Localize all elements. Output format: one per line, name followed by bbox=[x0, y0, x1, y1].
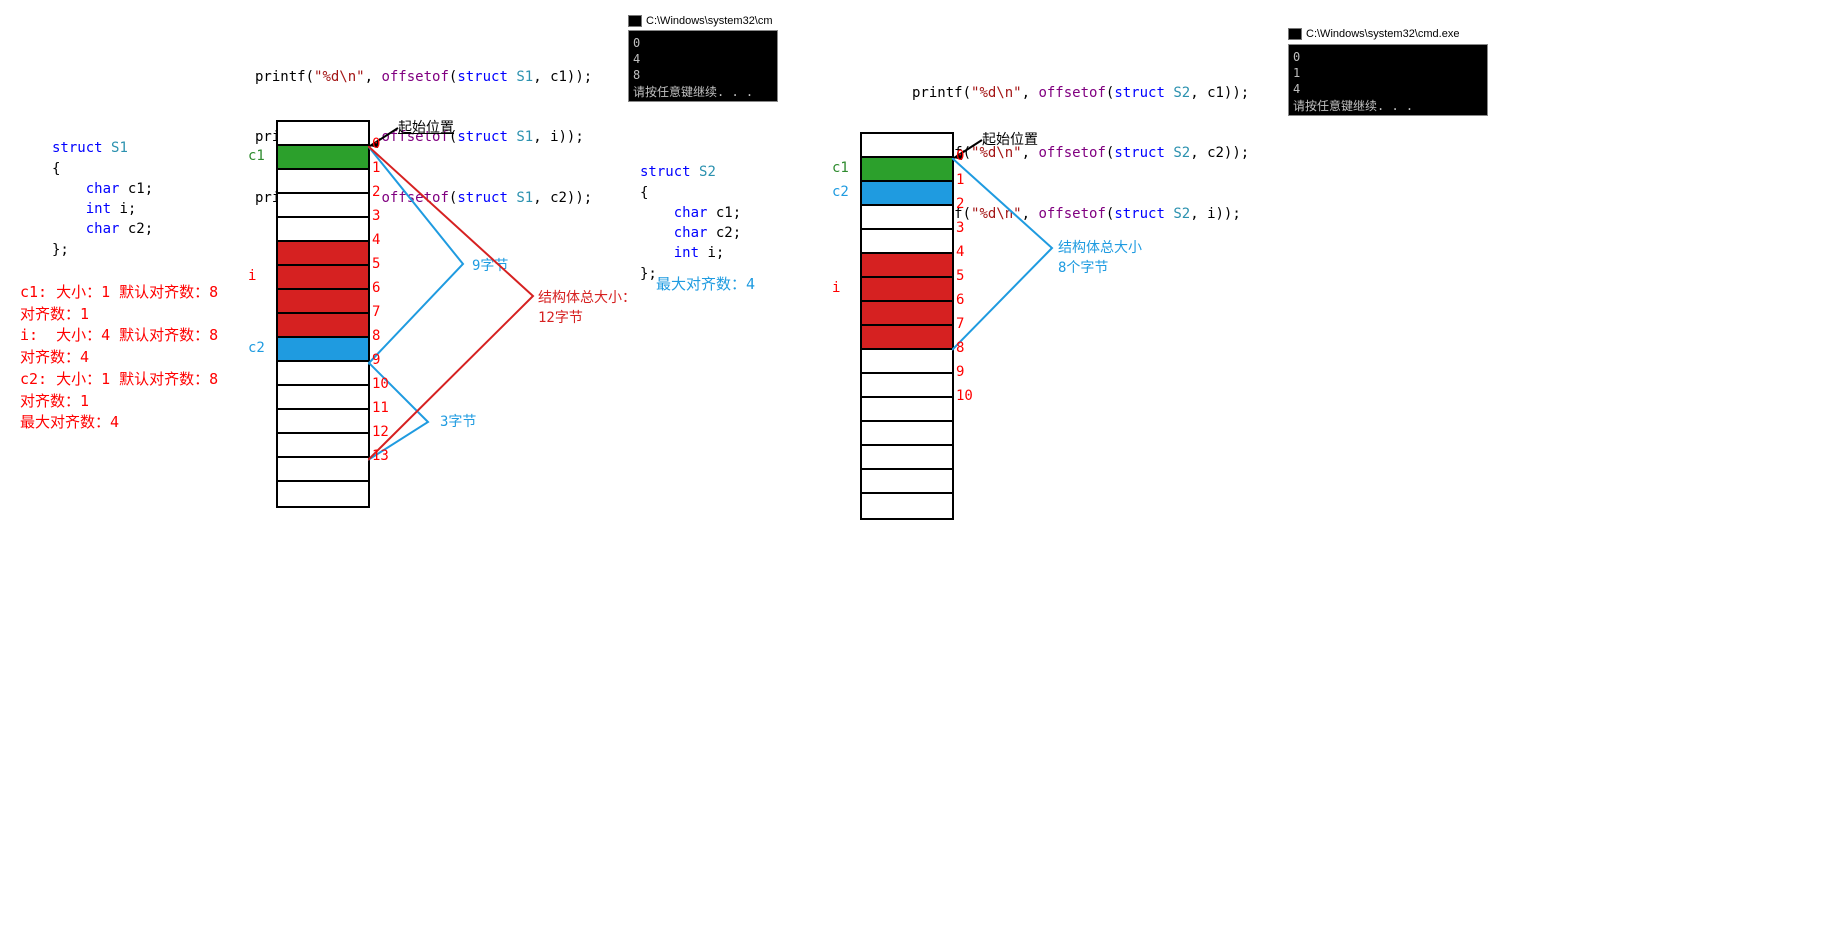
memory-cell bbox=[862, 326, 952, 350]
memory-cell bbox=[862, 302, 952, 326]
memory-offset-label: 10 bbox=[372, 376, 389, 392]
memory-offset-label: 5 bbox=[956, 268, 964, 284]
memory-offset-label: 3 bbox=[372, 208, 380, 224]
memory-cell bbox=[278, 482, 368, 506]
memory-offset-label: 5 bbox=[372, 256, 380, 272]
memory-offset-label: 3 bbox=[956, 220, 964, 236]
memory-cell bbox=[862, 350, 952, 374]
memory-cell bbox=[862, 422, 952, 446]
console-line: 0 bbox=[1293, 49, 1483, 65]
right-console: 0 1 4 请按任意键继续. . . bbox=[1288, 44, 1488, 116]
console-line: 8 bbox=[633, 67, 773, 83]
right-8bytes-text: 结构体总大小 8个字节 bbox=[1058, 238, 1142, 279]
cmd-icon bbox=[628, 15, 642, 27]
memory-offset-label: 0 bbox=[372, 136, 380, 152]
right-analysis-text: 最大对齐数：4 bbox=[656, 274, 755, 296]
memory-offset-label: 9 bbox=[956, 364, 964, 380]
memory-cell bbox=[278, 314, 368, 338]
memory-cell bbox=[862, 278, 952, 302]
console-line: 1 bbox=[1293, 65, 1483, 81]
memory-offset-label: 6 bbox=[372, 280, 380, 296]
memory-offset-label: 10 bbox=[956, 388, 973, 404]
memory-offset-label: 9 bbox=[372, 352, 380, 368]
memory-field-label: i bbox=[248, 268, 256, 284]
right-start-label: 起始位置 bbox=[982, 130, 1038, 150]
memory-cell bbox=[278, 338, 368, 362]
console-line: 0 bbox=[633, 35, 773, 51]
memory-offset-label: 13 bbox=[372, 448, 389, 464]
memory-cell bbox=[862, 470, 952, 494]
memory-cell bbox=[862, 398, 952, 422]
console-line: 4 bbox=[633, 51, 773, 67]
memory-field-label: i bbox=[832, 280, 840, 296]
left-12bytes-text: 结构体总大小： 12字节 bbox=[538, 288, 636, 329]
memory-cell bbox=[862, 230, 952, 254]
right-memory-diagram bbox=[860, 132, 954, 520]
memory-cell bbox=[278, 290, 368, 314]
left-9bytes-text: 9字节 bbox=[472, 256, 508, 276]
memory-offset-label: 8 bbox=[956, 340, 964, 356]
right-printf-code: printf("%d\n", offsetof(struct S2, c1));… bbox=[912, 42, 1249, 245]
memory-cell bbox=[862, 134, 952, 158]
memory-cell bbox=[278, 410, 368, 434]
memory-cell bbox=[862, 206, 952, 230]
right-struct-code: struct S2 { char c1; char c2; int i; }; bbox=[640, 142, 741, 284]
memory-cell bbox=[278, 458, 368, 482]
memory-offset-label: 12 bbox=[372, 424, 389, 440]
left-console-title: C:\Windows\system32\cm bbox=[646, 15, 773, 27]
cmd-icon bbox=[1288, 28, 1302, 40]
left-analysis-text: c1: 大小：1 默认对齐数：8 对齐数：1 i: 大小：4 默认对齐数：8 对… bbox=[20, 260, 218, 434]
memory-cell bbox=[278, 194, 368, 218]
memory-field-label: c1 bbox=[832, 160, 849, 176]
memory-cell bbox=[862, 374, 952, 398]
memory-cell bbox=[278, 242, 368, 266]
memory-field-label: c2 bbox=[832, 184, 849, 200]
memory-offset-label: 1 bbox=[956, 172, 964, 188]
memory-offset-label: 11 bbox=[372, 400, 389, 416]
left-start-label: 起始位置 bbox=[398, 118, 454, 138]
memory-cell bbox=[862, 182, 952, 206]
left-console-title-bar: C:\Windows\system32\cm bbox=[628, 15, 773, 27]
left-3bytes-text: 3字节 bbox=[440, 412, 476, 432]
left-struct-code: struct S1 { char c1; int i; char c2; }; bbox=[52, 118, 153, 260]
memory-cell bbox=[278, 122, 368, 146]
memory-offset-label: 2 bbox=[372, 184, 380, 200]
memory-field-label: c2 bbox=[248, 340, 265, 356]
memory-offset-label: 7 bbox=[956, 316, 964, 332]
right-console-title-bar: C:\Windows\system32\cmd.exe bbox=[1288, 28, 1459, 40]
right-console-title: C:\Windows\system32\cmd.exe bbox=[1306, 28, 1459, 40]
memory-cell bbox=[278, 266, 368, 290]
memory-cell bbox=[278, 218, 368, 242]
memory-offset-label: 6 bbox=[956, 292, 964, 308]
printf-line: printf("%d\n", offsetof(struct S1, c1)); bbox=[255, 67, 592, 87]
memory-cell bbox=[278, 170, 368, 194]
memory-offset-label: 8 bbox=[372, 328, 380, 344]
console-line: 请按任意键继续. . . bbox=[1293, 98, 1483, 114]
memory-offset-label: 2 bbox=[956, 196, 964, 212]
memory-offset-label: 4 bbox=[372, 232, 380, 248]
memory-cell bbox=[862, 158, 952, 182]
memory-cell bbox=[862, 446, 952, 470]
left-memory-diagram bbox=[276, 120, 370, 508]
memory-cell bbox=[278, 146, 368, 170]
memory-offset-label: 4 bbox=[956, 244, 964, 260]
memory-offset-label: 7 bbox=[372, 304, 380, 320]
printf-line: printf("%d\n", offsetof(struct S2, c1)); bbox=[912, 83, 1249, 103]
console-line: 请按任意键继续. . . bbox=[633, 84, 773, 100]
memory-field-label: c1 bbox=[248, 148, 265, 164]
memory-offset-label: 1 bbox=[372, 160, 380, 176]
left-console: 0 4 8 请按任意键继续. . . bbox=[628, 30, 778, 102]
memory-cell bbox=[862, 254, 952, 278]
memory-cell bbox=[278, 434, 368, 458]
console-line: 4 bbox=[1293, 81, 1483, 97]
memory-offset-label: 0 bbox=[956, 148, 964, 164]
memory-cell bbox=[278, 386, 368, 410]
memory-cell bbox=[862, 494, 952, 518]
memory-cell bbox=[278, 362, 368, 386]
